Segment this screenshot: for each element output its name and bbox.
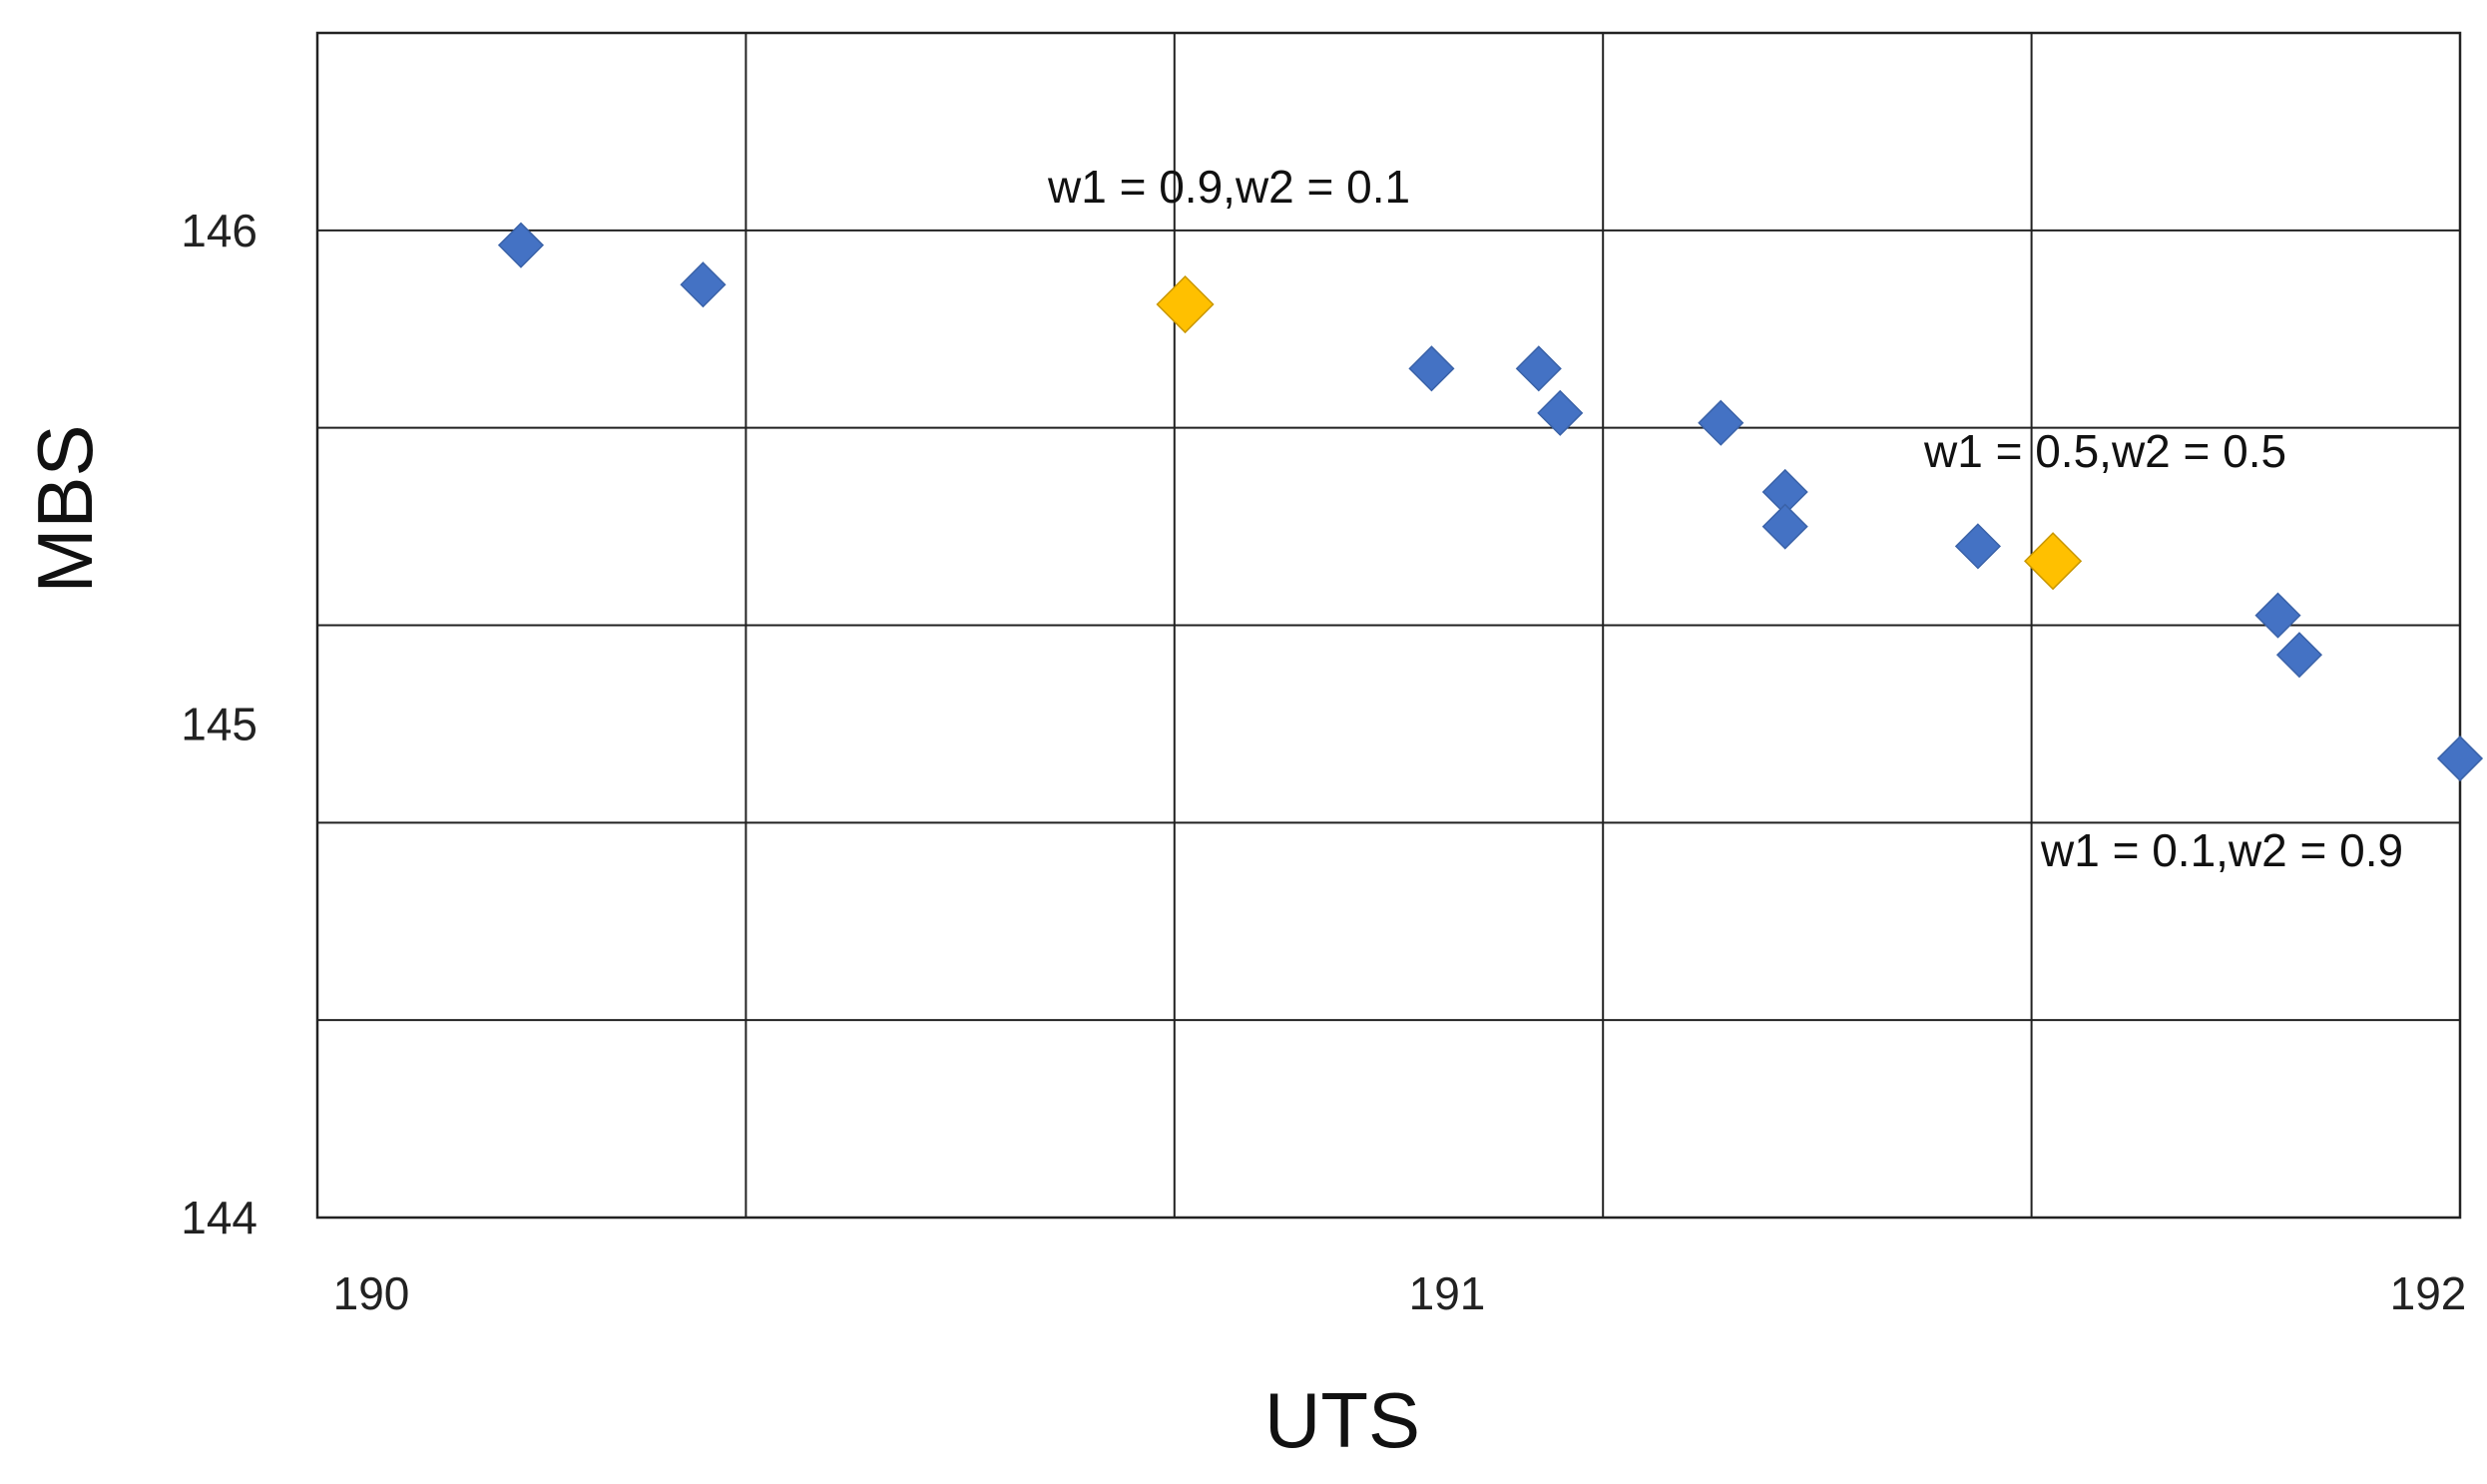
data-points xyxy=(497,222,2484,782)
data-point xyxy=(1537,389,1584,436)
axis-ticks: 190 191 192 144 145 146 xyxy=(181,205,2466,1319)
plot-grid xyxy=(315,31,2462,1220)
data-point xyxy=(1408,345,1455,392)
data-point xyxy=(1954,523,2001,570)
x-tick-label: 191 xyxy=(1409,1267,1486,1319)
data-point xyxy=(1698,399,1744,446)
y-tick-label: 146 xyxy=(181,205,257,256)
data-point xyxy=(2254,592,2301,639)
annotation-w1-05: w1 = 0.5,w2 = 0.5 xyxy=(1923,425,2286,477)
data-point xyxy=(2275,632,2323,679)
y-axis-title: MBS xyxy=(21,424,109,593)
annotation-w1-09: w1 = 0.9,w2 = 0.1 xyxy=(1047,161,1410,213)
data-point xyxy=(1515,345,1562,392)
y-tick-label: 144 xyxy=(181,1192,257,1243)
x-tick-label: 190 xyxy=(333,1267,410,1319)
data-point xyxy=(2436,735,2484,782)
highlight-point xyxy=(1156,274,1215,334)
data-point xyxy=(1761,503,1808,550)
data-point xyxy=(497,222,545,268)
annotation-w1-01: w1 = 0.1,w2 = 0.9 xyxy=(2040,824,2403,876)
data-point xyxy=(680,261,727,308)
x-tick-label: 192 xyxy=(2390,1267,2467,1319)
highlight-point xyxy=(2024,532,2083,591)
y-tick-label: 145 xyxy=(181,698,257,749)
x-axis-title: UTS xyxy=(1264,1376,1420,1464)
